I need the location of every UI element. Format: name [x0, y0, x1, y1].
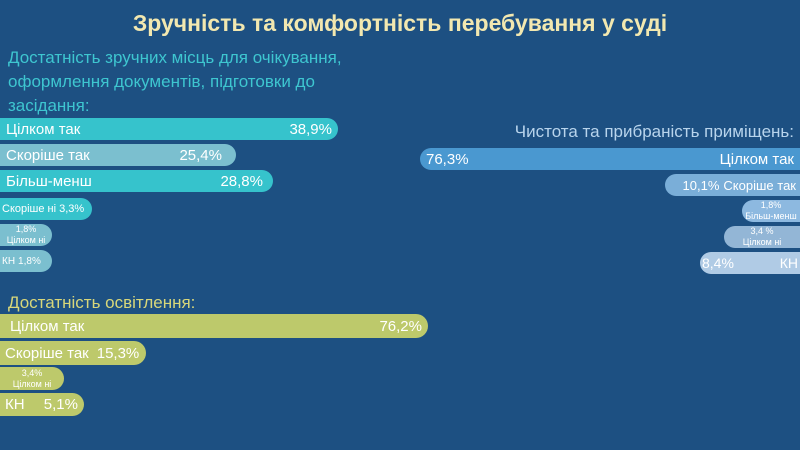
bar-label: Цілком так [719, 150, 794, 168]
lighting-bar-fully-no: 3,4% Цілком ні [0, 367, 64, 390]
bar-value: 10,1% [682, 177, 720, 193]
bar-label: КН [2, 255, 16, 267]
bar-value: 3,4 % [750, 226, 774, 236]
bar-value: 3,4% [21, 367, 43, 378]
cleanliness-bar-fully-no: 3,4 % Цілком ні [724, 226, 800, 248]
bar-label: Скоріше так [5, 344, 89, 362]
bar-value: 38,9% [289, 120, 332, 138]
bar-value: 5,1% [43, 396, 78, 413]
bar-label: Цілком ні [6, 235, 46, 245]
seating-bar-more-or-less: Більш-менш 28,8% [0, 170, 273, 192]
bar-value: 1,8% [15, 224, 37, 234]
seating-bar-fully-no: 1,8% Цілком ні [0, 224, 52, 246]
bar-label: Скоріше так [6, 146, 90, 164]
cleanliness-heading: Чистота та прибраність приміщень: [514, 122, 794, 141]
bar-label: КН [779, 255, 798, 271]
bar-label: Цілком так [10, 317, 85, 335]
bar-value: 76,2% [379, 317, 422, 335]
bar-label: Скоріше ні [2, 203, 57, 215]
bar-value: 1,8% [18, 255, 41, 267]
seating-bar-rather-yes: Скоріше так 25,4% [0, 144, 236, 166]
lighting-heading: Достатність освітлення: [8, 293, 196, 312]
lighting-bar-dont-know: КН 5,1% [0, 393, 84, 416]
page-title: Зручність та комфортність перебування у … [132, 10, 668, 36]
lighting-bar-fully-yes: Цілком так 76,2% [0, 314, 428, 338]
bar-label: Цілком так [6, 120, 81, 138]
bar-label: Більш-менш [6, 172, 92, 190]
cleanliness-bar-rather-yes: 10,1% Скоріше так [665, 174, 800, 196]
bar-label: Скоріше так [723, 177, 796, 193]
bar-label: Цілком ні [12, 378, 52, 389]
bar-label: Більш-менш [745, 211, 797, 221]
bar-value: 3,3% [59, 203, 85, 215]
lighting-bar-rather-yes: Скоріше так 15,3% [0, 341, 146, 365]
cleanliness-bar-dont-know: 8,4% КН [700, 252, 800, 274]
bar-value: 1,8% [760, 200, 782, 210]
seating-heading: Достатність зручних місць для очікування… [8, 48, 342, 115]
bar-value: 76,3% [426, 150, 469, 168]
cleanliness-bar-fully-yes: 76,3% Цілком так [420, 148, 800, 170]
bar-value: 8,4% [702, 255, 734, 271]
bar-value: 15,3% [96, 344, 140, 362]
bar-label: КН [5, 396, 25, 413]
seating-bar-rather-no: Скоріше ні 3,3% [0, 198, 92, 220]
seating-bar-dont-know: КН 1,8% [0, 250, 52, 272]
cleanliness-bar-more-or-less: 1,8% Більш-менш [742, 200, 800, 222]
bar-value: 28,8% [220, 172, 263, 190]
seating-bar-fully-yes: Цілком так 38,9% [0, 118, 338, 140]
bar-value: 25,4% [179, 146, 222, 164]
bar-label: Цілком ні [742, 237, 782, 247]
